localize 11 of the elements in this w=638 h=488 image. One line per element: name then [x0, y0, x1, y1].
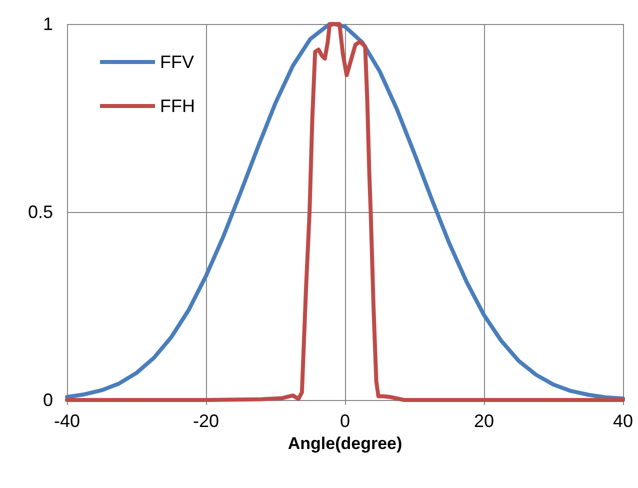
y-tick-label: 0: [42, 390, 53, 410]
y-tick-label: 0.5: [28, 202, 53, 222]
legend-label: FFH: [160, 96, 195, 116]
legend-label: FFV: [160, 52, 194, 72]
x-tick-label: 20: [474, 411, 494, 431]
x-axis-title: Angle(degree): [288, 434, 402, 453]
x-tick-label: 40: [612, 411, 634, 431]
x-tick-label: -20: [192, 411, 220, 431]
x-tick-label: 0: [340, 411, 350, 431]
x-tick-label: -40: [54, 411, 80, 431]
y-tick-label: 1: [42, 14, 53, 34]
